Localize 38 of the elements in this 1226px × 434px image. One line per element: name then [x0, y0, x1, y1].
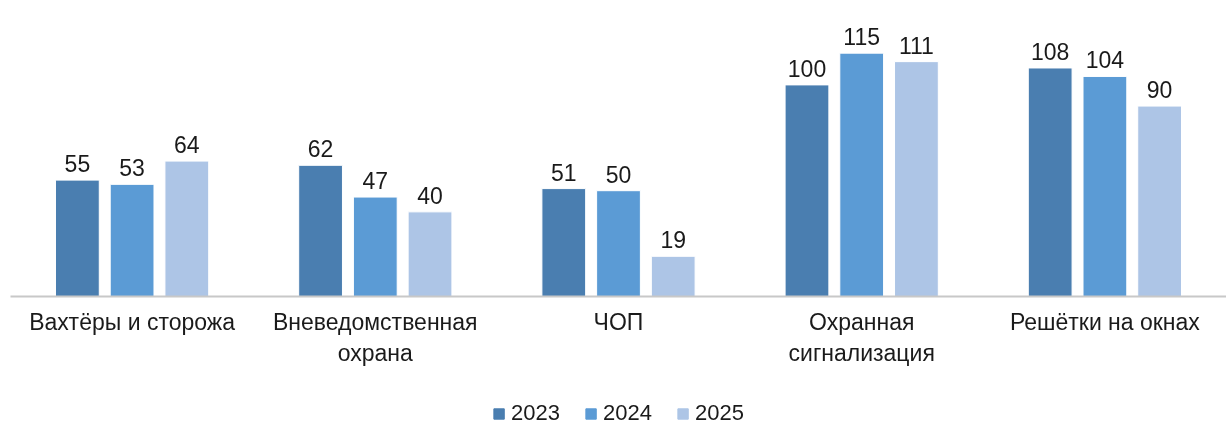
- data-label: 53: [119, 155, 145, 182]
- bar: [1027, 67, 1073, 297]
- data-label: 108: [1030, 38, 1070, 65]
- bar: [1137, 105, 1183, 297]
- legend-label: 2025: [694, 400, 744, 426]
- x-tick-label: Охранная сигнализация: [788, 308, 935, 366]
- data-label: 40: [417, 182, 443, 209]
- bar: [54, 179, 100, 297]
- data-label: 115: [843, 24, 881, 51]
- data-label: 64: [174, 132, 200, 159]
- x-tick-label: ЧОП: [593, 308, 644, 335]
- bar: [1082, 75, 1128, 297]
- x-tick-label: Вахтёры и сторожа: [29, 308, 236, 335]
- bar: [109, 183, 155, 297]
- bar: [298, 164, 343, 297]
- data-label: 51: [550, 159, 577, 186]
- bar: [839, 52, 885, 297]
- data-label: 104: [1085, 47, 1125, 74]
- data-label: 50: [605, 161, 632, 188]
- data-label: 19: [660, 227, 687, 254]
- bar: [407, 211, 453, 297]
- data-label: 90: [1146, 77, 1173, 104]
- x-tick-label: Решётки на окнах: [1009, 308, 1201, 335]
- bar: [650, 255, 696, 297]
- data-label: 55: [64, 151, 91, 178]
- data-label: 111: [898, 32, 934, 59]
- bar: [352, 196, 398, 297]
- data-label: 47: [362, 168, 389, 195]
- bar: [784, 84, 830, 297]
- legend-label: 2024: [603, 400, 652, 426]
- bar: [596, 190, 641, 297]
- data-label: 62: [307, 136, 334, 163]
- data-label: 100: [787, 55, 827, 82]
- bar: [541, 188, 587, 297]
- bar: [894, 61, 939, 297]
- x-tick-label: Вневедомственная охрана: [273, 308, 478, 366]
- bar: [164, 160, 210, 297]
- legend-label: 2023: [511, 400, 561, 426]
